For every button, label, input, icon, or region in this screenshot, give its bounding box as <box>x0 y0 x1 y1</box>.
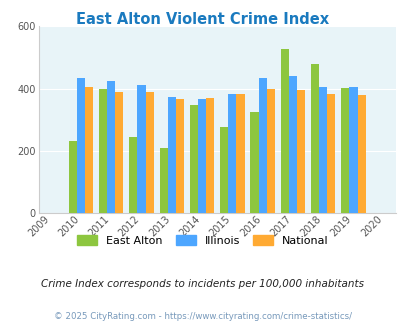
Bar <box>236 94 244 213</box>
Bar <box>288 76 296 213</box>
Bar <box>326 94 335 213</box>
Bar <box>258 78 266 213</box>
Bar <box>357 95 365 213</box>
Bar <box>349 87 357 213</box>
Bar <box>318 87 326 213</box>
Bar <box>99 89 107 213</box>
Bar <box>159 148 167 213</box>
Text: © 2025 CityRating.com - https://www.cityrating.com/crime-statistics/: © 2025 CityRating.com - https://www.city… <box>54 312 351 321</box>
Bar <box>190 105 198 213</box>
Legend: East Alton, Illinois, National: East Alton, Illinois, National <box>77 235 328 246</box>
Text: East Alton Violent Crime Index: East Alton Violent Crime Index <box>76 12 329 26</box>
Bar <box>137 85 145 213</box>
Bar <box>107 81 115 213</box>
Bar <box>206 98 214 213</box>
Bar <box>340 88 349 213</box>
Bar <box>310 64 318 213</box>
Bar <box>266 89 274 213</box>
Bar <box>129 137 137 213</box>
Bar <box>228 94 236 213</box>
Bar <box>77 78 85 213</box>
Bar <box>68 141 77 213</box>
Bar <box>250 112 258 213</box>
Text: Crime Index corresponds to incidents per 100,000 inhabitants: Crime Index corresponds to incidents per… <box>41 279 364 289</box>
Bar <box>167 97 175 213</box>
Bar <box>145 92 153 213</box>
Bar <box>296 90 305 213</box>
Bar <box>175 99 183 213</box>
Bar <box>198 99 206 213</box>
Bar <box>115 92 123 213</box>
Bar <box>280 49 288 213</box>
Bar <box>85 87 93 213</box>
Bar <box>220 127 228 213</box>
